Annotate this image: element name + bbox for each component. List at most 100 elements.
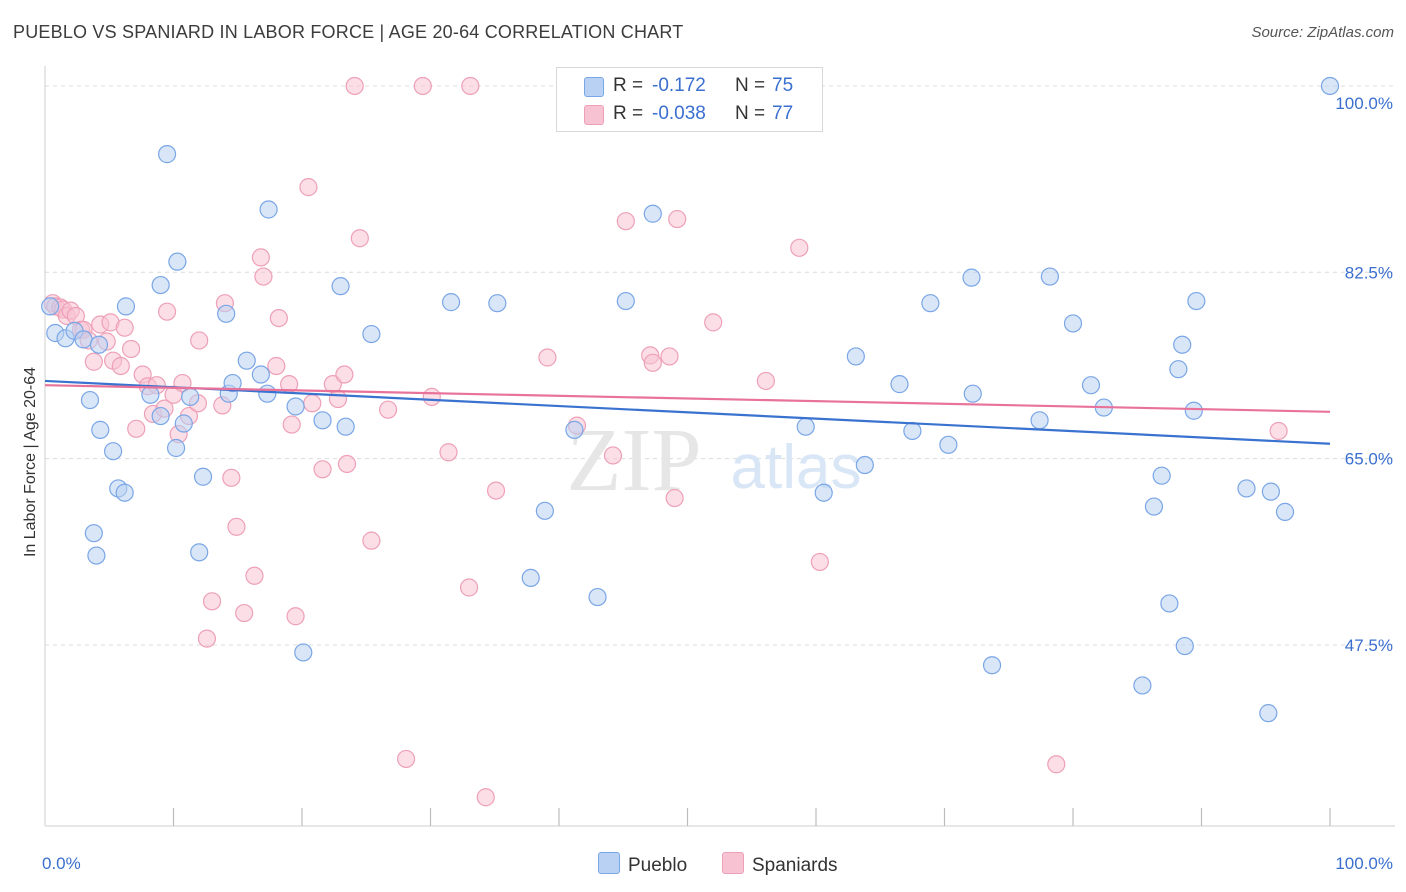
spaniards-point — [335, 365, 354, 384]
legend-item-pueblo[interactable]: Pueblo — [598, 852, 687, 877]
pueblo-point — [643, 204, 662, 223]
spaniards-point — [251, 248, 270, 267]
pueblo-point — [251, 365, 270, 384]
pueblo-point — [80, 390, 100, 410]
pueblo-point — [286, 397, 305, 416]
pueblo-point — [87, 546, 106, 565]
pueblo-point — [1173, 335, 1192, 354]
pueblo-point — [921, 294, 940, 313]
spaniards-point — [1047, 755, 1066, 774]
pueblo-point — [166, 438, 186, 458]
pueblo-point — [814, 483, 833, 502]
pueblo-point — [855, 455, 874, 475]
pueblo-point — [565, 420, 584, 439]
spaniards-point — [269, 308, 288, 328]
pueblo-swatch — [598, 852, 620, 874]
pueblo-point — [963, 384, 982, 403]
spaniards-point — [396, 749, 416, 769]
spaniards-point — [616, 212, 635, 231]
spaniards-swatch — [722, 852, 744, 874]
pueblo-point — [1160, 594, 1179, 613]
spaniards-point — [538, 348, 557, 367]
pueblo-point — [91, 420, 110, 439]
r-label: R = — [613, 75, 644, 96]
legend-item-spaniards[interactable]: Spaniards — [722, 852, 838, 877]
spaniards-point — [1269, 421, 1288, 441]
pueblo-point — [1081, 376, 1101, 395]
spaniards-point — [303, 394, 322, 413]
spaniards-point — [121, 339, 141, 359]
spaniards-point — [665, 488, 684, 508]
spaniards-point — [157, 302, 177, 321]
spaniards-point — [378, 400, 398, 419]
pueblo-point — [294, 643, 313, 662]
spaniards-point — [345, 76, 364, 96]
trend-lines — [44, 379, 1331, 445]
pueblo-point — [181, 387, 200, 406]
pueblo-point — [74, 330, 93, 349]
pueblo-point — [890, 375, 909, 394]
spaniards-point — [337, 454, 357, 474]
y-tick-label: 47.5% — [1345, 636, 1393, 655]
y-tick-label: 100.0% — [1335, 94, 1393, 113]
pueblo-point — [1175, 636, 1194, 656]
pueblo-point — [1133, 676, 1152, 695]
spaniards-point — [328, 389, 348, 409]
spaniards-point — [459, 578, 479, 597]
pueblo-points — [41, 76, 1340, 723]
pueblo-point — [1169, 360, 1188, 379]
spaniards-point — [282, 415, 301, 434]
r-value: -0.172 — [652, 75, 706, 96]
pueblo-point — [796, 417, 815, 436]
pueblo-point — [616, 291, 635, 311]
pueblo-point — [362, 324, 381, 344]
pueblo-point — [903, 421, 922, 441]
spaniards-point — [439, 443, 458, 462]
spaniards-point — [299, 178, 318, 197]
pueblo-point — [331, 277, 350, 296]
pueblo-point — [939, 435, 958, 454]
spaniards-point — [362, 531, 381, 550]
tick-labels: 47.5% 65.0% 82.5% 100.0% 0.0% 100.0% — [42, 94, 1393, 873]
pueblo-point — [190, 543, 209, 562]
pueblo-point — [84, 524, 103, 543]
n-value: 75 — [772, 75, 794, 96]
spaniards-point — [486, 481, 506, 500]
spaniards-point — [127, 419, 146, 438]
pueblo-point — [141, 385, 160, 404]
n-label: N = — [735, 103, 766, 124]
pueblo-point — [1259, 704, 1278, 723]
spaniards-point — [350, 229, 369, 248]
pueblo-point — [259, 200, 278, 219]
pueblo-point — [41, 297, 60, 316]
pueblo-point — [1261, 482, 1280, 501]
pueblo-point — [115, 483, 134, 502]
n-label: N = — [735, 75, 766, 96]
spaniards-point — [413, 76, 432, 96]
pueblo-point — [237, 351, 256, 370]
spaniards-point — [267, 356, 286, 376]
legend-row-pueblo: R = -0.172 N = 75 — [557, 74, 822, 100]
pueblo-point — [846, 347, 865, 366]
spaniards-point — [704, 313, 723, 332]
y-tick-label: 65.0% — [1345, 450, 1393, 469]
pueblo-point — [174, 414, 193, 433]
legend-label-spaniards: Spaniards — [752, 855, 838, 876]
pueblo-point — [116, 297, 136, 316]
pueblo-point — [168, 252, 187, 271]
pueblo-point — [1144, 497, 1164, 516]
pueblo-point — [535, 501, 554, 520]
spaniards-point — [84, 352, 103, 371]
spaniards-trend-line — [44, 384, 1331, 413]
pueblo-point — [1275, 502, 1295, 521]
pueblo-point — [521, 568, 540, 588]
source-label: Source: ZipAtlas.com — [1251, 24, 1394, 41]
spaniards-point — [197, 629, 217, 648]
spaniards-swatch — [584, 105, 604, 125]
pueblo-point — [1152, 466, 1171, 485]
spaniards-point — [111, 356, 130, 376]
pueblo-point — [313, 411, 332, 430]
pueblo-trend-line — [44, 379, 1331, 445]
spaniards-point — [756, 371, 775, 391]
